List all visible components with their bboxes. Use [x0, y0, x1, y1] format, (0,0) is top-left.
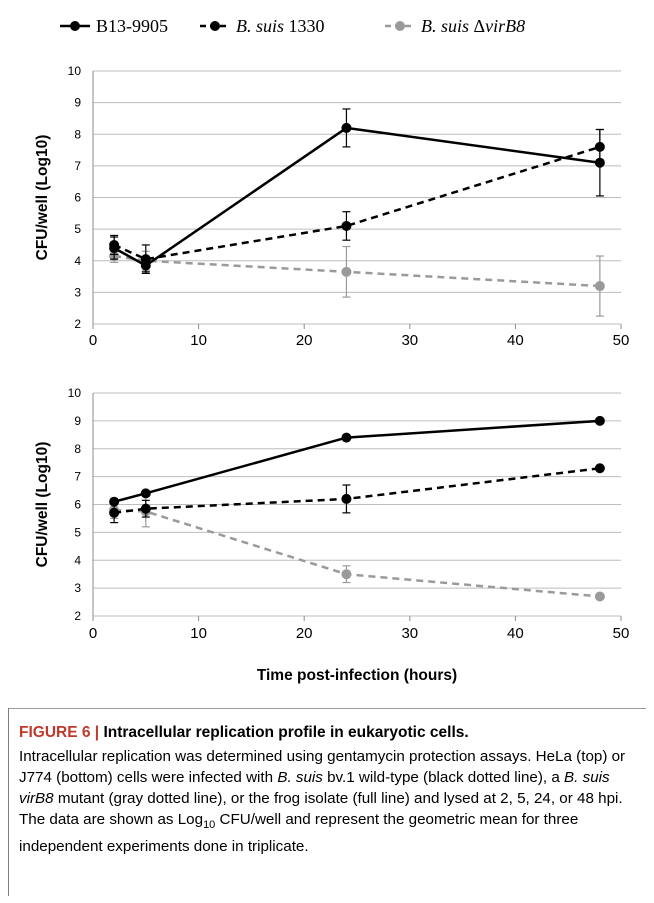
x-tick-label: 20: [296, 625, 313, 642]
series-0: [109, 415, 605, 507]
caption-text-part: Intracellular replication was determined…: [19, 748, 626, 786]
chart-legend: B13-9905 B. suis 1330 B. suis ΔvirB8: [60, 16, 525, 36]
y-tick-label: 8: [74, 127, 81, 141]
series-line: [113, 254, 600, 288]
y-tick-label: 10: [68, 386, 82, 400]
y-tick-label: 6: [74, 498, 81, 512]
x-tick-label: 0: [89, 625, 97, 642]
legend-label: B. suis 1330: [236, 16, 325, 36]
series-line: [114, 508, 600, 598]
caption-title: FIGURE 6 | Intracellular replication pro…: [19, 724, 469, 742]
x-tick-label: 10: [190, 332, 207, 349]
y-tick-label: 9: [74, 96, 81, 110]
y-tick-label: 7: [74, 159, 81, 173]
data-point: [109, 496, 120, 507]
legend-label: B. suis ΔvirB8: [421, 16, 525, 36]
series-2: [109, 245, 605, 317]
series-1: [109, 128, 605, 274]
x-tick-label: 40: [507, 625, 524, 642]
caption-text-part: 10: [203, 819, 216, 832]
data-point: [594, 141, 605, 152]
y-axis-label: CFU/well (Log10): [34, 442, 51, 568]
y-tick-label: 5: [74, 525, 81, 539]
data-point: [594, 415, 605, 426]
y-tick-label: 4: [74, 254, 81, 268]
caption-text-part: B. suis: [277, 769, 323, 786]
data-point: [140, 488, 151, 499]
caption-text-part: bv.1 wild-type (black dotted line), a: [322, 769, 565, 786]
x-tick-label: 50: [613, 332, 630, 349]
x-tick-label: 30: [401, 332, 418, 349]
y-tick-label: 2: [74, 317, 81, 331]
caption-text-part: mutant (gray dotted line), or the frog i…: [19, 790, 623, 828]
legend-marker: [70, 21, 80, 31]
figure-label: FIGURE 6 |: [19, 724, 100, 741]
y-tick-label: 8: [74, 442, 81, 456]
series-0: [109, 108, 605, 273]
caption-text-part: B. suis virB8: [19, 769, 610, 807]
series-line: [113, 126, 601, 267]
x-tick-label: 10: [190, 625, 207, 642]
data-point: [594, 463, 605, 474]
data-point: [341, 569, 352, 580]
chart-panel-top: 2 3 4 5 6 7 8 9 10 0 10 20 30 40 50 CFU/well (Log10): [34, 64, 629, 349]
data-point: [341, 122, 352, 133]
data-point: [140, 503, 151, 514]
y-tick-label: 7: [74, 470, 81, 484]
y-tick-label: 3: [74, 581, 81, 595]
data-point: [341, 493, 352, 504]
y-tick-label: 5: [74, 222, 81, 236]
series-line: [113, 145, 601, 261]
x-tick-label: 0: [89, 332, 97, 349]
y-axis-label: CFU/well (Log10): [34, 135, 51, 261]
y-tick-label: 3: [74, 285, 81, 299]
data-point: [341, 266, 352, 277]
data-point: [594, 591, 605, 602]
data-point: [594, 281, 605, 292]
series-2: [109, 495, 605, 602]
series-line: [113, 467, 601, 515]
x-tick-label: 50: [613, 625, 630, 642]
caption-text-part: CFU/well and represent the geometric mea…: [19, 811, 579, 856]
caption-body: Intracellular replication was determined…: [19, 746, 637, 857]
figure-caption: [8, 708, 638, 896]
data-point: [140, 254, 151, 265]
series-line: [113, 419, 600, 503]
caption-divider: [8, 708, 646, 709]
legend-marker: [210, 21, 220, 31]
y-tick-label: 10: [68, 64, 82, 78]
data-point: [109, 507, 120, 518]
y-tick-label: 9: [74, 414, 81, 428]
x-tick-label: 40: [507, 332, 524, 349]
x-tick-label: 20: [296, 332, 313, 349]
x-axis-label: Time post-infection (hours): [257, 667, 457, 684]
data-point: [341, 432, 352, 443]
legend-label: B13-9905: [96, 16, 168, 36]
y-tick-label: 2: [74, 609, 81, 623]
caption-heading: Intracellular replication profile in euk…: [99, 724, 469, 741]
data-point: [341, 220, 352, 231]
data-point: [109, 239, 120, 250]
y-tick-label: 4: [74, 553, 81, 567]
legend-marker: [395, 21, 405, 31]
series-1: [109, 463, 605, 524]
chart-panel-bottom: 2 3 4 5 6 7 8 9 10 0 10 20 30 40 50 CFU/well (Log10) Tim…: [34, 386, 629, 684]
x-tick-label: 30: [401, 625, 418, 642]
y-tick-label: 6: [74, 191, 81, 205]
